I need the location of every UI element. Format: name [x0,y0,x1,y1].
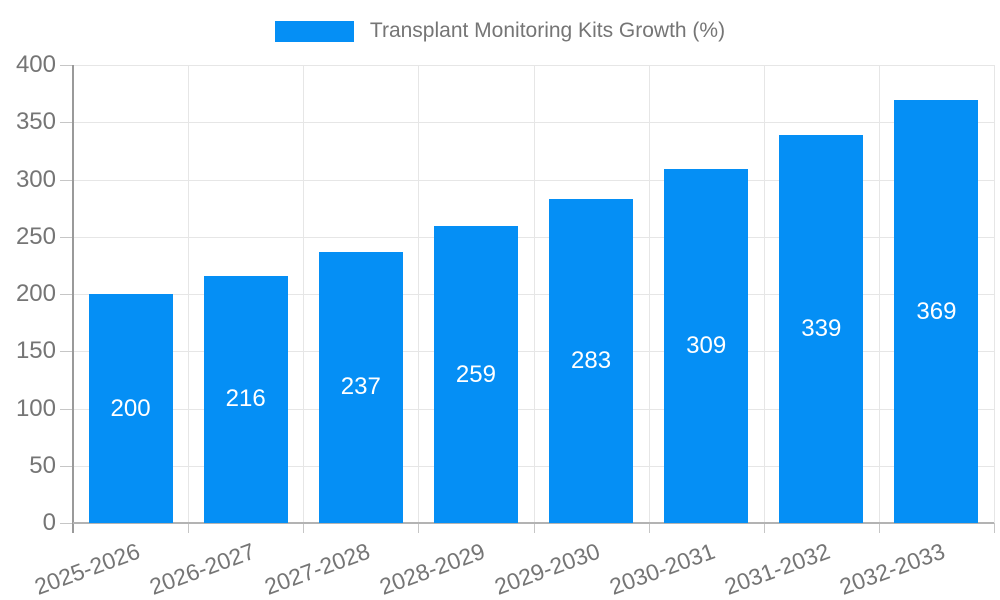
y-tick-label: 50 [29,451,56,479]
bar-value-label: 200 [110,394,151,422]
x-grid-line [648,65,650,523]
x-axis [73,522,994,524]
y-tick [60,351,73,353]
bar: 369 [894,100,979,523]
y-tick [60,236,73,238]
bar: 283 [549,198,634,523]
x-tick [648,523,650,533]
bar: 309 [664,169,749,523]
bar-value-label: 259 [455,360,496,388]
y-tick [60,465,73,467]
bar: 216 [203,275,288,523]
x-grid-line [994,65,995,523]
bar: 259 [433,226,518,523]
y-tick [60,523,73,524]
x-tick [763,523,765,533]
bar: 200 [88,294,173,523]
x-grid-line [878,65,880,523]
legend-label: Transplant Monitoring Kits Growth (%) [369,19,726,42]
y-tick-label: 400 [15,51,56,78]
y-tick-label: 350 [15,108,56,136]
bar: 339 [779,134,864,523]
x-grid-line [303,65,305,523]
x-tick [994,523,995,533]
y-tick-label: 0 [42,509,56,536]
bar-value-label: 339 [801,314,842,342]
y-tick [60,122,73,124]
y-tick-label: 100 [15,394,56,422]
bar: 237 [318,251,403,523]
bar-value-label: 283 [571,346,612,374]
bar-value-label: 309 [686,332,727,360]
chart-legend: Transplant Monitoring Kits Growth (%) [0,18,1000,44]
y-tick [60,294,73,295]
x-tick [878,523,880,533]
y-tick-label: 150 [15,337,56,365]
y-tick-label: 300 [15,165,56,193]
x-grid-line [418,65,420,523]
x-tick [188,523,190,533]
bar-value-label: 369 [916,297,957,325]
x-grid-line [188,65,190,523]
x-tick [418,523,420,533]
y-tick [60,179,73,181]
y-tick-label: 250 [15,222,56,250]
bar-value-label: 237 [340,373,381,401]
x-grid-line [763,65,765,523]
y-tick [60,65,73,66]
bar-value-label: 216 [225,385,266,413]
x-tick [533,523,535,533]
x-grid-line [533,65,535,523]
y-tick-label: 200 [15,280,56,307]
y-tick [60,408,73,410]
x-tick [303,523,305,533]
legend-swatch-icon [274,20,354,42]
y-axis [72,65,74,533]
